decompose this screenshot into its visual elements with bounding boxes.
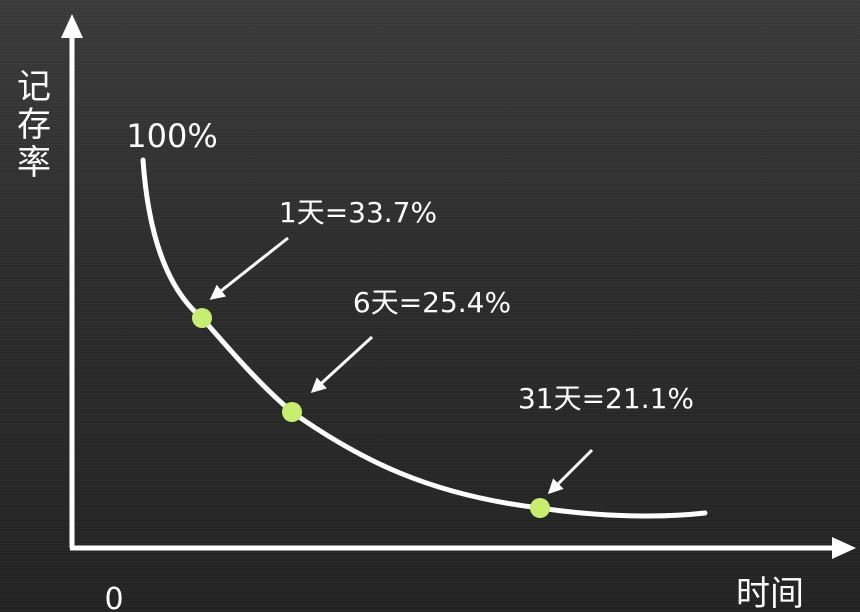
x-axis-arrow-icon — [832, 537, 856, 559]
data-point-3 — [530, 498, 550, 518]
y-axis-label-char: 记 — [17, 67, 51, 107]
data-point-1 — [192, 308, 212, 328]
retention-curve — [140, 157, 708, 519]
data-point-2 — [282, 402, 302, 422]
point-label-3: 31天=21.1% — [518, 382, 694, 415]
point-arrow-1 — [209, 236, 289, 300]
y-axis-label: 记存率 — [17, 67, 51, 183]
origin-label: 0 — [104, 582, 123, 612]
y-axis-label-char: 存 — [17, 105, 51, 145]
y-axis-arrow-icon — [61, 14, 83, 38]
point-arrow-2 — [310, 335, 374, 394]
point-label-2: 6天=25.4% — [353, 286, 511, 319]
y-axis-label-char: 率 — [17, 143, 51, 183]
x-axis-label: 时间 — [736, 574, 804, 612]
start-value-label: 100% — [126, 117, 217, 155]
point-arrow-3 — [547, 448, 594, 495]
point-label-1: 1天=33.7% — [279, 196, 437, 229]
